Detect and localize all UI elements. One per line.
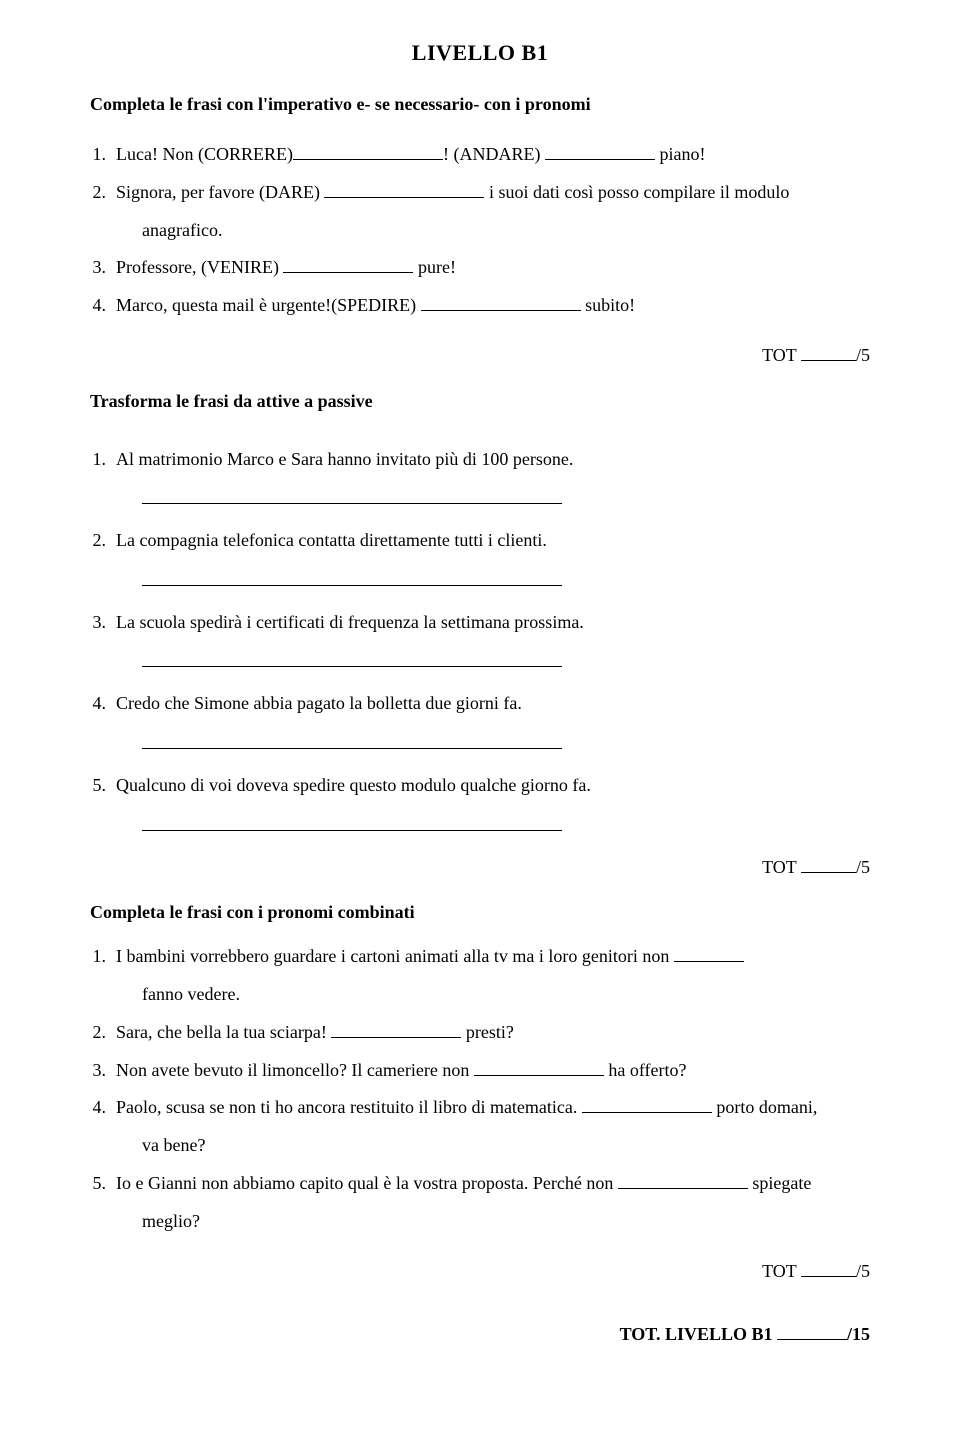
section1-heading: Completa le frasi con l'imperativo e- se… (90, 86, 870, 124)
s2-item-4: 4. Credo che Simone abbia pagato la bolle… (90, 685, 870, 749)
item-number: 2. (90, 1014, 106, 1052)
blank-line[interactable] (324, 181, 484, 198)
text-fragment: Non avete bevuto il limoncello? Il camer… (116, 1060, 469, 1080)
answer-line[interactable] (142, 729, 562, 749)
item-number: 1. (90, 938, 106, 976)
section3-heading: Completa le frasi con i pronomi combinat… (90, 894, 870, 932)
s2-item-3: 3. La scuola spedirà i certificati di fre… (90, 604, 870, 668)
answer-line[interactable] (142, 648, 562, 668)
blank-line[interactable] (293, 143, 443, 160)
item-number: 4. (90, 287, 106, 325)
blank-line[interactable] (283, 256, 413, 273)
blank-line[interactable] (582, 1096, 712, 1113)
answer-line[interactable] (142, 811, 562, 831)
item-number: 4. (90, 685, 106, 723)
blank-line[interactable] (331, 1021, 461, 1038)
text-fragment: ha offerto? (604, 1060, 687, 1080)
text-fragment: porto domani, (712, 1097, 818, 1117)
s3-item-2: 2. Sara, che bella la tua sciarpa! presti… (90, 1014, 870, 1052)
text-fragment: La compagnia telefonica contatta diretta… (116, 530, 547, 550)
section1-total: TOT /5 (90, 337, 870, 375)
text-fragment: Io e Gianni non abbiamo capito qual è la… (116, 1173, 613, 1193)
text-fragment: i suoi dati così posso compilare il modu… (484, 182, 789, 202)
page-title: LIVELLO B1 (90, 30, 870, 76)
tot-label: TOT (762, 857, 801, 877)
text-fragment: Credo che Simone abbia pagato la bollett… (116, 693, 522, 713)
answer-line[interactable] (142, 484, 562, 504)
section2-heading: Trasforma le frasi da attive a passive (90, 383, 870, 421)
s1-item-1: 1. Luca! Non (CORRERE) ! (ANDARE) piano! (90, 136, 870, 174)
text-fragment: piano! (655, 144, 705, 164)
tot-suffix: /5 (856, 1261, 870, 1281)
text-fragment: va bene? (116, 1135, 205, 1155)
answer-line[interactable] (142, 566, 562, 586)
section3-total: TOT /5 (90, 1253, 870, 1291)
blank-line[interactable] (801, 344, 856, 361)
text-fragment: Professore, (VENIRE) (116, 257, 279, 277)
s2-item-1: 1. Al matrimonio Marco e Sara hanno invit… (90, 441, 870, 505)
text-fragment: spiegate (748, 1173, 811, 1193)
blank-line[interactable] (474, 1058, 604, 1075)
text-fragment: anagrafico. (116, 220, 222, 240)
s3-item-5: 5. Io e Gianni non abbiamo capito qual è … (90, 1165, 870, 1241)
s2-item-5: 5. Qualcuno di voi doveva spedire questo … (90, 767, 870, 831)
text-fragment: Luca! Non (CORRERE) (116, 144, 293, 164)
section2-list: 1. Al matrimonio Marco e Sara hanno invit… (90, 441, 870, 831)
s3-item-3: 3. Non avete bevuto il limoncello? Il cam… (90, 1052, 870, 1090)
blank-line[interactable] (618, 1172, 748, 1189)
item-number: 2. (90, 522, 106, 560)
section2-total: TOT /5 (90, 849, 870, 887)
blank-line[interactable] (777, 1323, 847, 1340)
item-number: 1. (90, 136, 106, 174)
blank-line[interactable] (421, 294, 581, 311)
text-fragment: Al matrimonio Marco e Sara hanno invitat… (116, 449, 573, 469)
page-footer-total: TOT. LIVELLO B1 /15 (90, 1316, 870, 1354)
s3-item-4: 4. Paolo, scusa se non ti ho ancora resti… (90, 1089, 870, 1165)
s3-item-1: 1. I bambini vorrebbero guardare i carton… (90, 938, 870, 1014)
text-fragment: Qualcuno di voi doveva spedire questo mo… (116, 775, 591, 795)
item-number: 1. (90, 441, 106, 479)
text-fragment: Marco, questa mail è urgente!(SPEDIRE) (116, 295, 416, 315)
text-fragment: pure! (413, 257, 455, 277)
item-number: 5. (90, 1165, 106, 1203)
item-number: 3. (90, 249, 106, 287)
tot-suffix: /5 (856, 345, 870, 365)
s2-item-2: 2. La compagnia telefonica contatta diret… (90, 522, 870, 586)
item-number: 5. (90, 767, 106, 805)
item-number: 3. (90, 604, 106, 642)
text-fragment: La scuola spedirà i certificati di frequ… (116, 612, 584, 632)
text-fragment: fanno vedere. (116, 984, 240, 1004)
s1-item-4: 4. Marco, questa mail è urgente!(SPEDIRE)… (90, 287, 870, 325)
tot-suffix: /5 (856, 857, 870, 877)
text-fragment: I bambini vorrebbero guardare i cartoni … (116, 946, 674, 966)
item-number: 2. (90, 174, 106, 212)
s1-item-2: 2. Signora, per favore (DARE) i suoi dati… (90, 174, 870, 250)
text-fragment: subito! (581, 295, 636, 315)
text-fragment: presti? (461, 1022, 513, 1042)
text-fragment: Paolo, scusa se non ti ho ancora restitu… (116, 1097, 577, 1117)
text-fragment: ! (ANDARE) (443, 144, 540, 164)
text-fragment: meglio? (116, 1211, 200, 1231)
tot-label: TOT (762, 1261, 801, 1281)
text-fragment: Sara, che bella la tua sciarpa! (116, 1022, 327, 1042)
tot-label: TOT (762, 345, 801, 365)
s1-item-3: 3. Professore, (VENIRE) pure! (90, 249, 870, 287)
item-number: 3. (90, 1052, 106, 1090)
footer-label: TOT. LIVELLO B1 (620, 1324, 777, 1344)
blank-line[interactable] (545, 143, 655, 160)
section1-list: 1. Luca! Non (CORRERE) ! (ANDARE) piano! 2… (90, 136, 870, 325)
blank-line[interactable] (674, 945, 744, 962)
section3-list: 1. I bambini vorrebbero guardare i carton… (90, 938, 870, 1240)
text-fragment: Signora, per favore (DARE) (116, 182, 320, 202)
blank-line[interactable] (801, 1259, 856, 1276)
blank-line[interactable] (801, 855, 856, 872)
footer-suffix: /15 (847, 1324, 870, 1344)
item-number: 4. (90, 1089, 106, 1127)
